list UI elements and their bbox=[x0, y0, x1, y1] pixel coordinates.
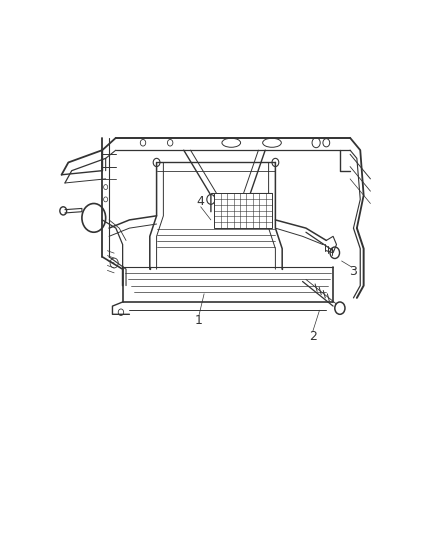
Text: 1: 1 bbox=[195, 314, 203, 327]
Text: 4: 4 bbox=[197, 195, 205, 208]
Text: 3: 3 bbox=[350, 265, 357, 278]
Text: 2: 2 bbox=[309, 330, 317, 343]
Bar bbox=[214, 193, 272, 228]
